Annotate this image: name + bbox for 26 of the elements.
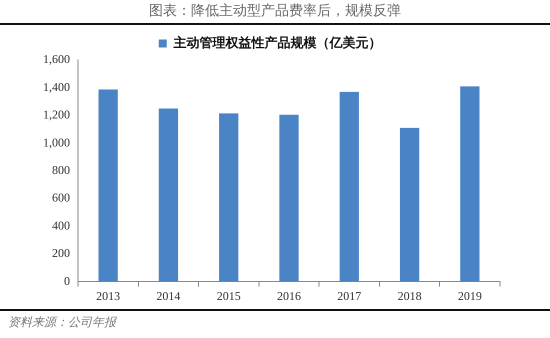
x-tick-label: 2018	[398, 288, 422, 303]
x-tick-label: 2017	[337, 288, 362, 303]
y-tick-label: 1,400	[43, 80, 70, 94]
y-tick-label: 1,000	[43, 135, 70, 150]
y-tick-label: 400	[52, 218, 70, 232]
chart-title: 图表：降低主动型产品费率后，规模反弹	[148, 2, 402, 20]
bar	[158, 108, 178, 282]
bar	[400, 128, 420, 282]
y-tick-label: 600	[52, 190, 70, 205]
bar	[219, 113, 238, 282]
y-tick-label: 0	[64, 274, 70, 288]
legend-label: 主动管理权益性产品规模（亿美元）	[172, 34, 382, 51]
y-tick-label: 1,200	[43, 108, 70, 122]
x-tick-label: 2015	[216, 288, 241, 303]
text: 资料来源：公司年报	[8, 314, 116, 331]
bar	[340, 92, 359, 282]
bar	[98, 90, 118, 282]
y-tick-label: 1,600	[43, 52, 70, 66]
x-tick-label: 2016	[277, 288, 301, 303]
y-tick-label: 200	[52, 246, 70, 260]
bar	[460, 86, 480, 282]
x-tick-label: 2019	[458, 288, 482, 303]
bar	[279, 114, 299, 282]
x-tick-label: 2014	[156, 288, 180, 303]
y-tick-label: 800	[52, 162, 70, 177]
x-tick-label: 2013	[96, 288, 120, 303]
